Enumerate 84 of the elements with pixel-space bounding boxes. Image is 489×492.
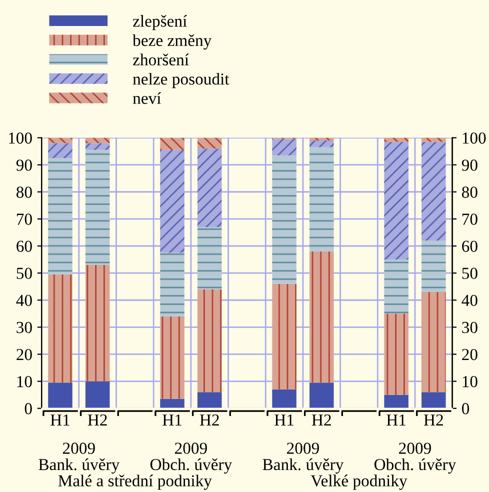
bar [160,252,184,316]
bar [160,150,184,253]
text: Bank. úvěry [262,458,344,474]
bar [48,143,72,158]
y2-tick-label: 20 [462,348,478,360]
bar [384,314,408,395]
bar [422,392,446,408]
y-tick-label: 60 [16,240,32,252]
y2-tick-label: 70 [462,214,478,225]
y-tick-label: 50 [16,268,32,280]
bar [197,289,222,392]
text: 2009 [399,442,431,454]
bar [85,264,110,382]
y2-tick-label: 90 [462,160,478,171]
bar [48,138,72,144]
bar [422,142,446,241]
bar [85,143,110,150]
bar [309,382,334,408]
y-tick-label: 100 [9,132,32,144]
y2-tick-label: 40 [462,294,478,306]
bar [48,382,72,408]
bar [160,316,184,399]
bar [85,150,110,265]
legend-label: zhoršení [133,54,189,66]
x-tick-label: H1 [274,414,294,426]
y-tick-label: 80 [16,186,32,198]
text: Bank. úvěry [38,458,120,474]
bar [384,142,408,260]
bar [309,147,334,252]
bar [384,394,408,408]
bar [272,155,296,284]
y-tick-label: 20 [16,348,32,360]
y2-tick-label: 100 [462,132,486,144]
x-tick-label: H2 [312,414,331,426]
bar [197,148,222,228]
bar [197,138,222,149]
legend-label: beze změny [132,34,212,50]
bar [384,138,408,142]
y2-tick-label: 10 [462,376,478,388]
x-tick-label: H2 [200,414,219,426]
bar [160,398,184,408]
bar [48,158,72,274]
y-tick-label: 90 [16,160,32,171]
bar [272,389,296,408]
x-tick-label: H1 [386,414,406,426]
bar [272,139,296,156]
bar [384,260,408,314]
bar [422,138,446,142]
text: Obch. úvěry [374,458,456,474]
x-tick-label: H2 [424,414,443,426]
y-tick-label: 10 [17,376,32,388]
bar [309,140,334,148]
bar [272,284,296,390]
bar [160,138,184,150]
y2-tick-label: 50 [462,268,478,280]
bar [85,381,110,408]
bar [197,392,222,408]
x-tick-label: H1 [162,414,182,426]
bar [197,227,222,290]
bar [309,251,334,383]
legend-label: neví [132,92,162,104]
bar [85,138,110,144]
text: 2009 [174,442,207,454]
y2-tick-label: 0 [462,403,470,414]
x-tick-label: H2 [88,414,107,426]
y2-tick-label: 30 [462,322,478,334]
bar [422,292,446,392]
text: 2009 [287,442,319,454]
bar [422,240,446,292]
y2-tick-label: 80 [462,186,478,198]
text: 2009 [62,442,95,454]
bar [309,138,334,140]
legend-label: zlepšení [133,15,187,30]
y-tick-label: 40 [16,294,32,306]
text: Malé a střední podniky [58,474,212,490]
y2-tick-label: 60 [462,240,478,252]
y-tick-label: 70 [16,214,32,225]
text: Obch. úvěry [150,458,232,474]
legend-label: nelze posoudit [132,72,230,88]
x-tick-label: H1 [50,414,70,426]
bar [48,274,72,383]
text: Velké podniky [310,474,408,490]
y-tick-label: 0 [24,403,32,414]
y-tick-label: 30 [16,322,32,334]
